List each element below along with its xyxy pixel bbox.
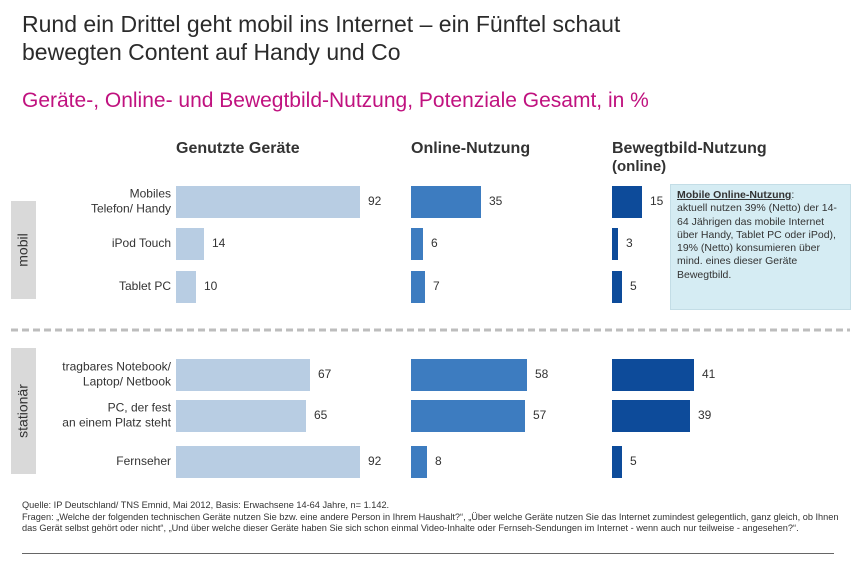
category-label-3-0: tragbares Notebook/ xyxy=(62,360,171,374)
category-label-5-0: Fernseher xyxy=(116,454,171,468)
value-label-series-2-row-2: 5 xyxy=(630,279,637,293)
note-text: aktuell nutzen 39% (Netto) der 14-64 Jäh… xyxy=(677,202,837,241)
series-header-1: Online-Nutzung xyxy=(411,140,530,157)
chart-subtitle: Geräte-, Online- und Bewegtbild-Nutzung,… xyxy=(22,89,649,112)
value-label-series-1-row-0: 35 xyxy=(489,194,503,208)
group-label-box-mobil xyxy=(11,201,36,299)
value-label-series-0-row-3: 67 xyxy=(318,367,332,381)
value-label-series-2-row-3: 41 xyxy=(702,367,716,381)
category-label-2-0: Tablet PC xyxy=(119,279,171,293)
group-label-stationär: stationär xyxy=(15,384,31,438)
footer: Quelle: IP Deutschland/ TNS Emnid, Mai 2… xyxy=(22,500,842,535)
bar-series-2-row-0 xyxy=(612,186,642,218)
value-label-series-0-row-5: 92 xyxy=(368,454,382,468)
value-label-series-1-row-1: 6 xyxy=(431,236,438,250)
group-label-mobil: mobil xyxy=(15,233,31,266)
bar-series-1-row-2 xyxy=(411,271,425,303)
category-label-4-1: an einem Platz steht xyxy=(62,416,171,430)
note-text-2: 19% (Netto) konsumieren über mind. eines… xyxy=(677,242,820,281)
bar-series-0-row-0 xyxy=(176,186,360,218)
value-label-series-0-row-0: 92 xyxy=(368,194,382,208)
bar-chart: Genutzte Geräte Online-Nutzung Bewegtbild-… xyxy=(11,140,850,478)
title-line-2: bewegten Content auf Handy und Co xyxy=(22,39,401,65)
footer-divider xyxy=(22,553,834,554)
category-label-3-1: Laptop/ Netbook xyxy=(83,375,172,389)
bar-series-1-row-5 xyxy=(411,446,427,478)
bar-series-2-row-5 xyxy=(612,446,622,478)
category-label-4-0: PC, der fest xyxy=(108,401,172,415)
bar-series-2-row-3 xyxy=(612,359,694,391)
footer-questions: Fragen: „Welche der folgenden technische… xyxy=(22,511,839,534)
chart-title: Rund ein Drittel geht mobil ins Internet… xyxy=(22,10,620,66)
bar-series-0-row-3 xyxy=(176,359,310,391)
value-label-series-1-row-4: 57 xyxy=(533,408,547,422)
value-label-series-2-row-0: 15 xyxy=(650,194,664,208)
value-label-series-0-row-4: 65 xyxy=(314,408,328,422)
value-label-series-0-row-2: 10 xyxy=(204,279,218,293)
bar-series-2-row-4 xyxy=(612,400,690,432)
bar-series-0-row-1 xyxy=(176,228,204,260)
category-label-1-0: iPod Touch xyxy=(112,236,171,250)
note-box: Mobile Online-Nutzung: aktuell nutzen 39… xyxy=(670,184,851,310)
series-header-2: Bewegtbild-Nutzung xyxy=(612,140,767,157)
category-label-0-0: Mobiles xyxy=(130,187,171,201)
category-label-0-1: Telefon/ Handy xyxy=(91,202,171,216)
value-label-series-2-row-4: 39 xyxy=(698,408,712,422)
footer-source: Quelle: IP Deutschland/ TNS Emnid, Mai 2… xyxy=(22,500,390,510)
bar-series-2-row-1 xyxy=(612,228,618,260)
group-label-box-stationär xyxy=(11,348,36,474)
note-title: Mobile Online-Nutzung xyxy=(677,189,792,201)
bar-series-0-row-5 xyxy=(176,446,360,478)
title-line-1: Rund ein Drittel geht mobil ins Internet… xyxy=(22,11,621,37)
value-label-series-0-row-1: 14 xyxy=(212,236,226,250)
value-label-series-1-row-3: 58 xyxy=(535,367,549,381)
series-header-2-line-2: (online) xyxy=(612,158,666,175)
bar-series-2-row-2 xyxy=(612,271,622,303)
bar-series-0-row-4 xyxy=(176,400,306,432)
bar-series-1-row-4 xyxy=(411,400,525,432)
value-label-series-2-row-1: 3 xyxy=(626,236,633,250)
bar-series-1-row-0 xyxy=(411,186,481,218)
value-label-series-1-row-2: 7 xyxy=(433,279,440,293)
bar-series-0-row-2 xyxy=(176,271,196,303)
value-label-series-1-row-5: 8 xyxy=(435,454,442,468)
series-header-0: Genutzte Geräte xyxy=(176,140,300,157)
bar-series-1-row-3 xyxy=(411,359,527,391)
bar-series-1-row-1 xyxy=(411,228,423,260)
note-title-suffix: : xyxy=(791,189,795,201)
value-label-series-2-row-5: 5 xyxy=(630,454,637,468)
